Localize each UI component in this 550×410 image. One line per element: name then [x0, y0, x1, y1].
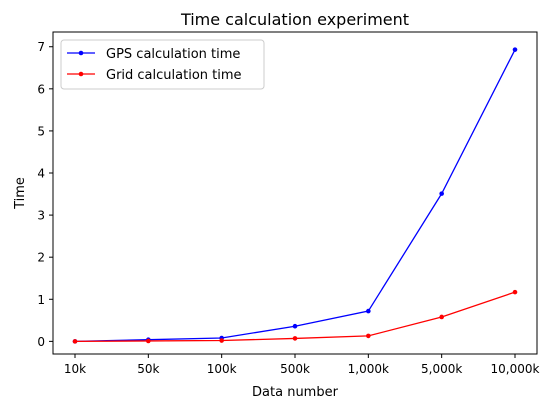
y-tick-label: 7 — [37, 40, 45, 54]
chart-title: Time calculation experiment — [180, 10, 409, 29]
x-tick-label: 100k — [207, 362, 237, 376]
series-line-1 — [74, 291, 516, 343]
legend-marker-1 — [78, 71, 84, 77]
x-tick-label: 5,000k — [421, 362, 462, 376]
data-point — [512, 289, 518, 295]
legend-box — [60, 39, 265, 90]
y-axis: 0 1 2 3 4 5 6 7 — [37, 40, 53, 349]
y-axis-label: Time — [13, 177, 28, 210]
data-point — [219, 338, 224, 343]
legend: GPS calculation time Grid calculation tim… — [60, 39, 265, 90]
x-tick-label: 10k — [64, 362, 86, 376]
y-tick-label: 0 — [37, 335, 45, 349]
x-tick-label: 10,000k — [491, 362, 540, 376]
series-lines — [72, 47, 518, 344]
legend-label: GPS calculation time — [106, 47, 240, 62]
series-line-0 — [74, 49, 516, 343]
y-tick-label: 5 — [37, 124, 45, 138]
data-point — [146, 338, 151, 344]
y-tick-label: 3 — [37, 209, 45, 223]
legend-label: Grid calculation time — [106, 68, 242, 83]
data-point — [72, 339, 78, 344]
y-tick-label: 2 — [37, 251, 45, 265]
data-point — [512, 47, 518, 52]
x-axis-label: Data number — [252, 385, 339, 400]
x-tick-label: 1,000k — [348, 362, 389, 376]
legend-marker-0 — [78, 50, 84, 56]
x-tick-label: 50k — [137, 362, 159, 376]
y-tick-label: 6 — [37, 82, 45, 96]
x-axis: 10k 50k 100k 500k 1,000k 5,000k 10,000k — [64, 354, 540, 376]
data-point — [366, 333, 371, 339]
data-point — [292, 323, 298, 329]
data-point — [292, 336, 298, 341]
y-tick-label: 1 — [37, 293, 45, 307]
y-tick-label: 4 — [37, 167, 45, 181]
x-tick-label: 500k — [280, 362, 310, 376]
data-point — [366, 308, 371, 314]
data-point — [439, 314, 444, 320]
data-point — [439, 191, 444, 196]
